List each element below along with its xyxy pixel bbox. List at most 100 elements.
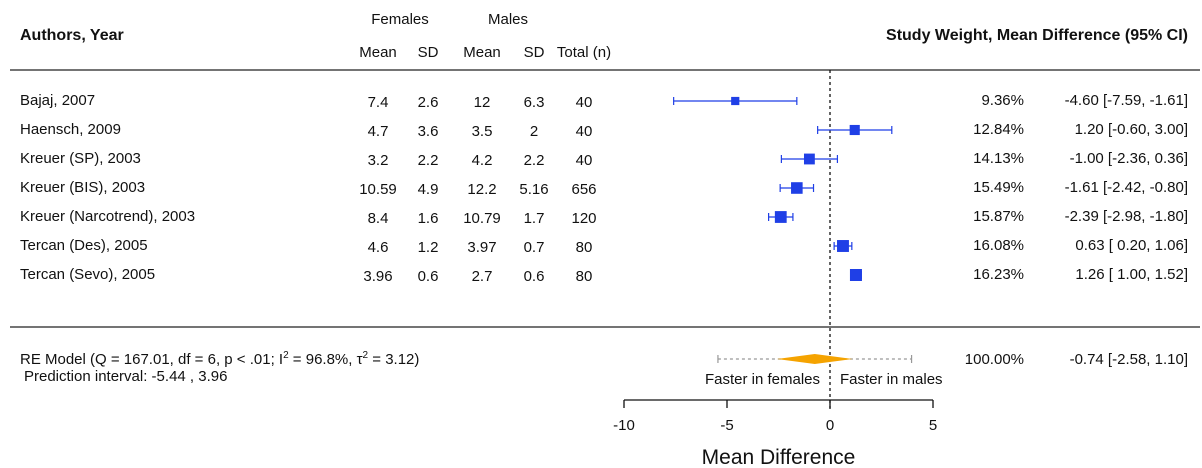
summary-ci: -0.74 [-2.58, 1.10] [1070, 351, 1188, 368]
point-estimate-square [731, 96, 740, 106]
male-sd-value: 0.7 [524, 239, 545, 256]
x-tick-label: -10 [613, 417, 635, 434]
total-n-value: 120 [571, 210, 596, 227]
re-model-label: RE Model (Q = 167.01, df = 6, p < .01; I… [20, 350, 419, 368]
female-mean-value: 7.4 [368, 94, 389, 111]
study-label: Haensch, 2009 [20, 121, 121, 138]
total-n-header: Total (n) [557, 44, 611, 61]
x-tick-label: 0 [826, 417, 834, 434]
study-row: Bajaj, 2007 7.4 2.6 12 6.3 40 9.36% -4.60 [-7.5… [20, 92, 1188, 111]
male-mean-value: 2.7 [472, 268, 493, 285]
study-weight: 9.36% [981, 92, 1024, 109]
study-ci: 1.26 [ 1.00, 1.52] [1075, 266, 1188, 283]
re-model-label-pre: RE Model (Q = 167.01, df = 6, p < .01; I [20, 351, 283, 368]
study-row: Tercan (Des), 2005 4.6 1.2 3.97 0.7 80 16.08% 0… [20, 237, 1188, 256]
prediction-interval-label: Prediction interval: -5.44 , 3.96 [24, 368, 227, 385]
study-label: Kreuer (BIS), 2003 [20, 179, 145, 196]
female-sd-value: 3.6 [418, 123, 439, 140]
study-weight: 16.23% [973, 266, 1024, 283]
female-mean-value: 10.59 [359, 181, 397, 198]
summary-weight: 100.00% [965, 351, 1024, 368]
female-mean-value: 3.96 [363, 268, 392, 285]
re-model-label-mid: = 96.8%, τ [289, 351, 363, 368]
re-model-label-post: = 3.12) [368, 351, 419, 368]
female-sd-value: 4.9 [418, 181, 439, 198]
study-label: Bajaj, 2007 [20, 92, 95, 109]
female-mean-value: 3.2 [368, 152, 389, 169]
x-tick-label: -5 [720, 417, 733, 434]
study-weight: 12.84% [973, 121, 1024, 138]
females-header: Females [371, 11, 429, 28]
faster-in-males-annotation: Faster in males [840, 371, 943, 388]
point-estimate-square [791, 182, 803, 194]
total-n-value: 80 [576, 268, 593, 285]
female-sd-value: 2.6 [418, 94, 439, 111]
study-weight: 15.49% [973, 179, 1024, 196]
study-row: Tercan (Sevo), 2005 3.96 0.6 2.7 0.6 80 16.23%… [20, 266, 1188, 285]
female-mean-value: 4.6 [368, 239, 389, 256]
female-sd-header: SD [418, 44, 439, 61]
total-n-value: 40 [576, 94, 593, 111]
total-n-value: 80 [576, 239, 593, 256]
study-weight: 14.13% [973, 150, 1024, 167]
study-ci: -2.39 [-2.98, -1.80] [1065, 208, 1188, 225]
male-mean-value: 3.97 [467, 239, 496, 256]
male-sd-value: 6.3 [524, 94, 545, 111]
study-ci: -4.60 [-7.59, -1.61] [1065, 92, 1188, 109]
male-sd-value: 0.6 [524, 268, 545, 285]
study-ci: 1.20 [-0.60, 3.00] [1075, 121, 1188, 138]
study-ci: -1.00 [-2.36, 0.36] [1070, 150, 1188, 167]
female-sd-value: 1.2 [418, 239, 439, 256]
female-sd-value: 0.6 [418, 268, 439, 285]
male-sd-value: 2.2 [524, 152, 545, 169]
summary-diamond [776, 354, 853, 364]
male-mean-value: 3.5 [472, 123, 493, 140]
study-label: Tercan (Des), 2005 [20, 237, 148, 254]
x-axis-label: Mean Difference [702, 446, 856, 468]
i-squared-superscript: 2 [283, 350, 289, 361]
male-sd-value: 1.7 [524, 210, 545, 227]
male-mean-value: 10.79 [463, 210, 501, 227]
male-mean-value: 4.2 [472, 152, 493, 169]
study-row: Kreuer (Narcotrend), 2003 8.4 1.6 10.79 1.7 1… [20, 208, 1188, 227]
study-ci: -1.61 [-2.42, -0.80] [1065, 179, 1188, 196]
study-row: Haensch, 2009 4.7 3.6 3.5 2 40 12.84% 1.20 [-0.… [20, 121, 1188, 140]
males-header: Males [488, 11, 528, 28]
point-estimate-square [803, 153, 815, 165]
male-sd-value: 5.16 [519, 181, 548, 198]
male-mean-value: 12.2 [467, 181, 496, 198]
study-ci: 0.63 [ 0.20, 1.06] [1075, 237, 1188, 254]
tau-squared-superscript: 2 [363, 350, 369, 361]
male-mean-value: 12 [474, 94, 491, 111]
study-row: Kreuer (BIS), 2003 10.59 4.9 12.2 5.16 656 15.… [20, 179, 1188, 198]
study-row: Kreuer (SP), 2003 3.2 2.2 4.2 2.2 40 14.13% -1.… [20, 150, 1188, 169]
study-weight: 16.08% [973, 237, 1024, 254]
study-label: Tercan (Sevo), 2005 [20, 266, 155, 283]
summary-row: RE Model (Q = 167.01, df = 6, p < .01; I… [20, 350, 1188, 385]
weight-md-header: Study Weight, Mean Difference (95% CI) [886, 27, 1188, 44]
female-sd-value: 1.6 [418, 210, 439, 227]
female-sd-value: 2.2 [418, 152, 439, 169]
total-n-value: 656 [571, 181, 596, 198]
point-estimate-square [849, 269, 862, 281]
total-n-value: 40 [576, 123, 593, 140]
study-rows: Bajaj, 2007 7.4 2.6 12 6.3 40 9.36% -4.60 [-7.5… [20, 92, 1188, 285]
male-sd-header: SD [524, 44, 545, 61]
male-sd-value: 2 [530, 123, 538, 140]
authors-year-header: Authors, Year [20, 27, 124, 44]
study-label: Kreuer (SP), 2003 [20, 150, 141, 167]
female-mean-value: 8.4 [368, 210, 389, 227]
female-mean-value: 4.7 [368, 123, 389, 140]
study-weight: 15.87% [973, 208, 1024, 225]
point-estimate-square [774, 211, 787, 223]
faster-in-females-annotation: Faster in females [705, 371, 820, 388]
study-label: Kreuer (Narcotrend), 2003 [20, 208, 195, 225]
x-tick-label: 5 [929, 417, 937, 434]
point-estimate-square [837, 240, 849, 252]
female-mean-header: Mean [359, 44, 397, 61]
point-estimate-square [849, 124, 860, 136]
x-axis: -10 -5 0 5 [613, 399, 937, 434]
total-n-value: 40 [576, 152, 593, 169]
male-mean-header: Mean [463, 44, 501, 61]
